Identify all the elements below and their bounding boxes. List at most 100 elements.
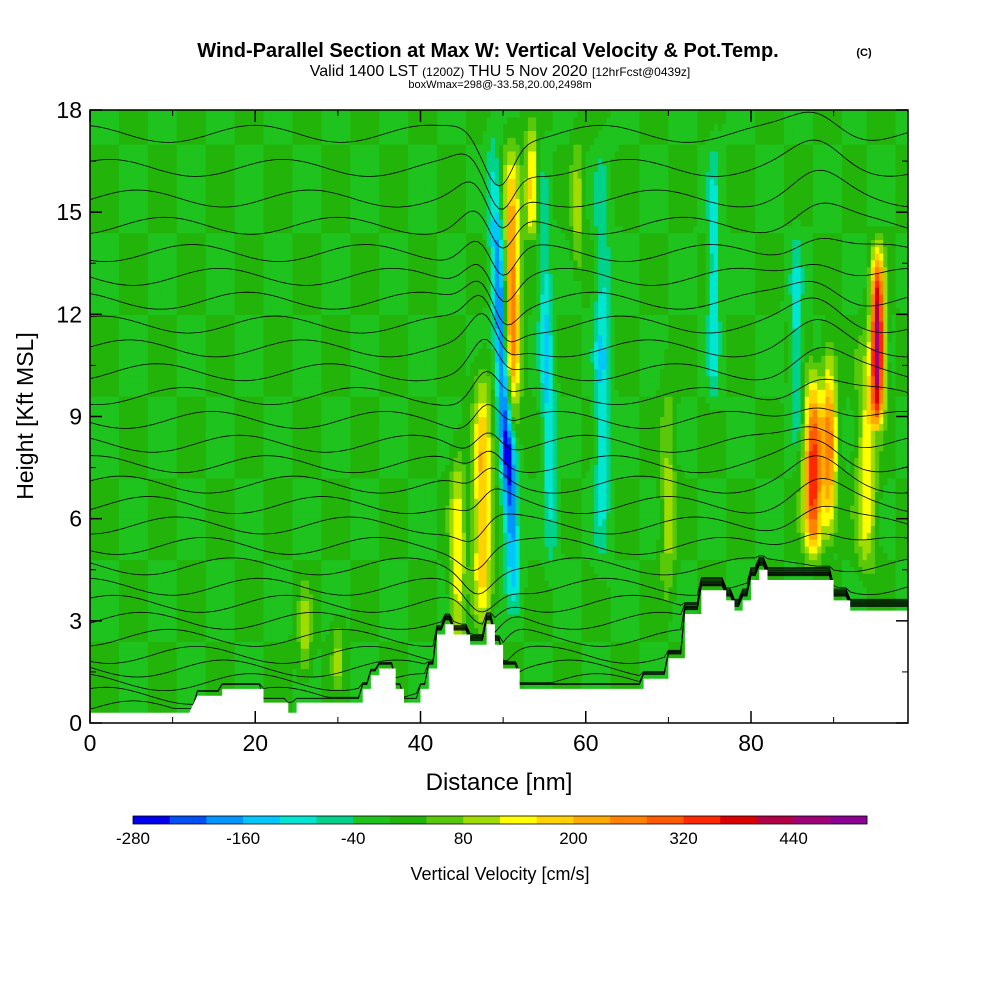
velocity-cell (540, 559, 546, 567)
velocity-cell (189, 695, 194, 704)
velocity-cell (680, 552, 686, 561)
velocity-cell (242, 641, 248, 649)
velocity-cell (494, 620, 500, 629)
velocity-cell (412, 668, 417, 676)
velocity-cell (672, 566, 678, 574)
velocity-cell (209, 552, 215, 561)
velocity-cell (577, 579, 583, 588)
velocity-cell (197, 661, 203, 670)
velocity-cell (193, 607, 199, 615)
velocity-cell (874, 566, 880, 574)
velocity-cell (527, 675, 533, 683)
velocity-cell (403, 620, 409, 629)
velocity-cell (387, 573, 393, 581)
velocity-cell (151, 559, 157, 567)
velocity-cell (94, 586, 99, 595)
velocity-cell (189, 702, 194, 710)
velocity-cell (465, 559, 471, 567)
velocity-cell (317, 552, 322, 561)
velocity-cell (577, 586, 583, 595)
velocity-cell (123, 641, 128, 649)
velocity-cell (350, 620, 355, 629)
velocity-cell (676, 607, 682, 615)
velocity-cell (259, 579, 265, 588)
velocity-cell (771, 552, 777, 561)
velocity-cell (486, 573, 492, 581)
velocity-cell (143, 641, 149, 649)
velocity-cell (106, 654, 112, 663)
velocity-cell (722, 559, 727, 567)
velocity-cell (602, 593, 608, 601)
velocity-cell (589, 668, 595, 676)
velocity-cell (209, 593, 215, 601)
velocity-cell (527, 654, 533, 663)
velocity-cell (147, 668, 153, 676)
velocity-cell (333, 641, 339, 649)
velocity-cell (234, 661, 240, 670)
velocity-cell (391, 573, 397, 581)
velocity-cell (143, 627, 149, 636)
velocity-cell (730, 586, 736, 595)
velocity-cell (193, 648, 199, 656)
velocity-cell (263, 573, 269, 581)
velocity-cell (416, 668, 422, 676)
velocity-cell (544, 661, 550, 670)
velocity-cell (176, 620, 182, 629)
velocity-cell (651, 607, 657, 615)
velocity-cell (846, 573, 851, 581)
velocity-cell (399, 668, 405, 676)
velocity-cell (507, 627, 512, 636)
velocity-cell (98, 654, 103, 663)
velocity-cell (251, 552, 256, 561)
velocity-cell (573, 579, 579, 588)
velocity-cell (544, 607, 550, 615)
velocity-cell (205, 620, 211, 629)
velocity-cell (263, 648, 269, 656)
velocity-cell (329, 682, 335, 690)
velocity-cell (589, 552, 595, 561)
velocity-cell (577, 600, 583, 608)
velocity-cell (639, 627, 645, 636)
velocity-cell (242, 545, 248, 554)
velocity-cell (532, 614, 537, 622)
velocity-cell (523, 668, 529, 676)
velocity-cell (168, 661, 174, 670)
velocity-cell (106, 641, 112, 649)
velocity-cell (222, 586, 227, 595)
velocity-cell (354, 688, 360, 697)
velocity-cell (102, 682, 108, 690)
velocity-cell (110, 702, 116, 710)
velocity-cell (114, 552, 120, 561)
velocity-cell (606, 593, 612, 601)
velocity-cell (296, 682, 302, 690)
velocity-cell (585, 682, 591, 690)
velocity-cell (503, 620, 508, 629)
velocity-cell (110, 607, 116, 615)
velocity-cell (532, 661, 537, 670)
velocity-cell (164, 545, 170, 554)
velocity-cell (218, 668, 223, 676)
velocity-cell (127, 600, 132, 608)
velocity-cell (358, 634, 364, 642)
velocity-cell (94, 566, 99, 574)
velocity-cell (222, 607, 227, 615)
velocity-cell (110, 586, 116, 595)
velocity-cell (854, 579, 860, 588)
velocity-cell (342, 682, 347, 690)
velocity-cell (251, 566, 256, 574)
velocity-cell (143, 620, 149, 629)
velocity-cell (201, 668, 207, 676)
velocity-cell (668, 573, 674, 581)
velocity-cell (412, 675, 417, 683)
velocity-cell (230, 552, 236, 561)
velocity-cell (763, 552, 769, 561)
velocity-cell (544, 614, 550, 622)
velocity-cell (643, 614, 649, 622)
velocity-cell (317, 634, 322, 642)
velocity-cell (139, 648, 145, 656)
velocity-cell (387, 627, 393, 636)
velocity-cell (325, 579, 331, 588)
velocity-cell (94, 695, 99, 704)
velocity-cell (515, 593, 521, 601)
velocity-cell (110, 648, 116, 656)
